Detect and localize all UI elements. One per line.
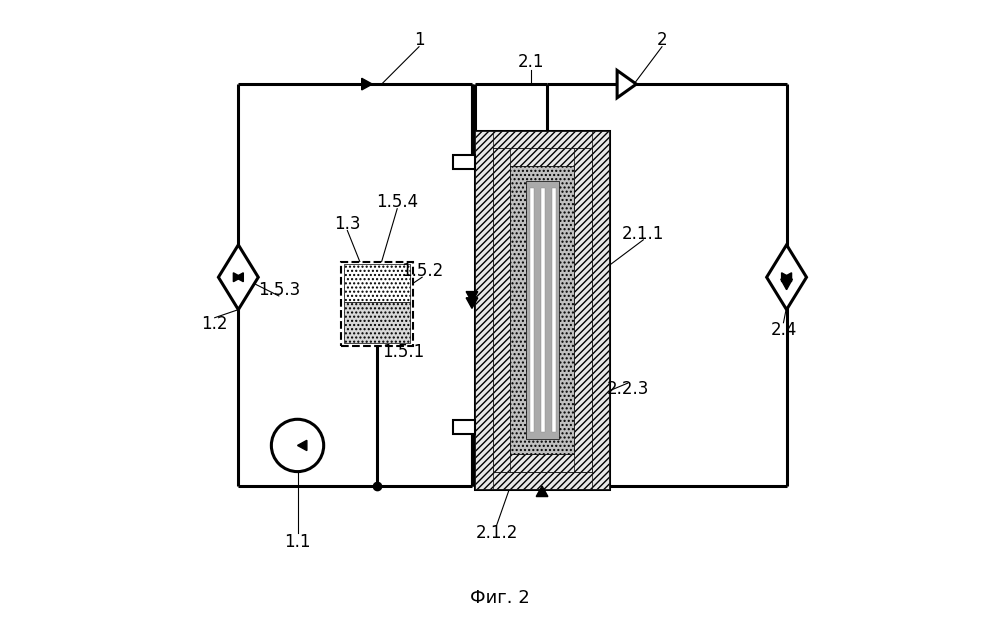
Polygon shape (298, 440, 307, 450)
Polygon shape (781, 279, 792, 290)
Bar (574, 148, 592, 472)
Text: 1: 1 (414, 32, 424, 49)
Polygon shape (466, 298, 478, 308)
Text: 2.2.3: 2.2.3 (607, 381, 649, 398)
Bar (475, 131, 493, 489)
Polygon shape (536, 486, 548, 497)
Polygon shape (233, 273, 241, 282)
Bar (341, 262, 413, 346)
Bar (493, 148, 592, 472)
Text: 2: 2 (657, 32, 667, 49)
Bar (526, 181, 559, 439)
Bar (552, 188, 556, 432)
Bar (475, 131, 609, 489)
Text: 2.1.1: 2.1.1 (622, 225, 664, 242)
Text: 1.5.3: 1.5.3 (258, 281, 300, 298)
Bar (493, 148, 510, 472)
Bar (344, 302, 410, 343)
Text: 1.5.2: 1.5.2 (401, 262, 443, 280)
Bar (493, 454, 592, 472)
Text: 1.5.1: 1.5.1 (382, 343, 425, 361)
Bar (453, 420, 475, 434)
Bar (493, 148, 592, 166)
Polygon shape (617, 70, 636, 98)
Text: 1.1: 1.1 (284, 533, 311, 551)
Text: 2.4: 2.4 (770, 321, 797, 339)
Text: 1.5.4: 1.5.4 (376, 194, 418, 211)
Text: 2.1: 2.1 (518, 54, 544, 71)
Text: Фиг. 2: Фиг. 2 (470, 589, 530, 607)
Polygon shape (466, 292, 478, 302)
Polygon shape (783, 273, 792, 282)
Polygon shape (235, 273, 243, 282)
Bar (453, 155, 475, 169)
Polygon shape (782, 273, 790, 282)
Text: 2.1.2: 2.1.2 (476, 524, 518, 541)
Polygon shape (362, 78, 372, 90)
Bar (344, 264, 410, 302)
Bar (475, 131, 609, 148)
Text: 1.3: 1.3 (334, 216, 361, 233)
Text: 1.2: 1.2 (201, 315, 228, 333)
Polygon shape (767, 245, 807, 310)
Bar (475, 472, 609, 489)
Bar (530, 188, 534, 432)
Circle shape (271, 419, 324, 472)
Bar (541, 188, 545, 432)
Polygon shape (218, 245, 258, 310)
Bar (592, 131, 609, 489)
Bar (510, 166, 574, 454)
